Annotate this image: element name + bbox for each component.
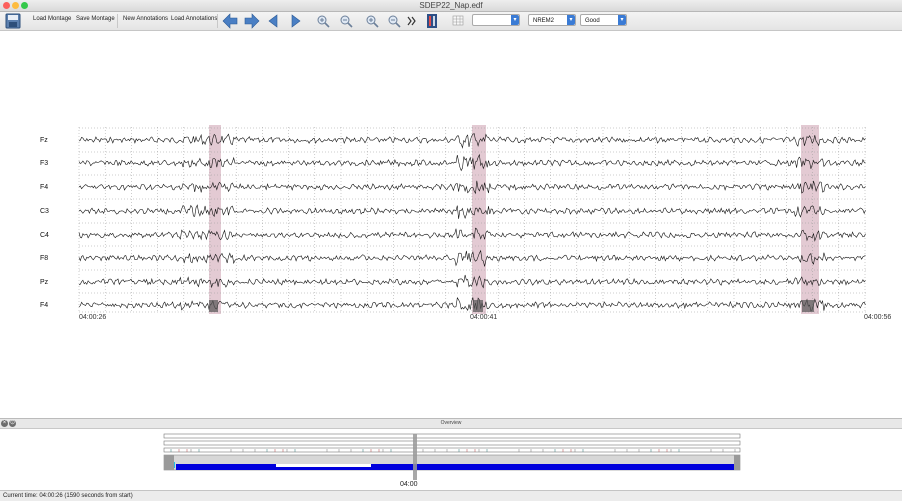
time-label-end: 04:00:56 [864,314,891,321]
overview-hypnogram-bar [176,464,736,470]
overview-track [164,441,740,445]
eeg-signal-plot[interactable] [0,0,902,330]
overview-timeline[interactable] [0,428,902,483]
event-marker [209,300,218,312]
time-label-start: 04:00:26 [79,314,106,321]
overview-hypnogram-gap [276,464,371,467]
overview-track [164,448,740,452]
overview-scroll-left [164,455,174,470]
overview-cursor [413,434,417,480]
status-bar: Current time: 04:00:26 (1590 seconds fro… [0,490,902,501]
time-label-middle: 04:00:41 [470,314,497,321]
overview-track [164,434,740,438]
event-highlight [801,125,819,314]
overview-title: Overview [0,419,902,428]
event-highlight [209,125,221,314]
overview-time-label: 04:00 [400,481,418,488]
event-marker [802,300,814,312]
overview-scroll-right [734,455,740,470]
event-marker [473,300,483,312]
